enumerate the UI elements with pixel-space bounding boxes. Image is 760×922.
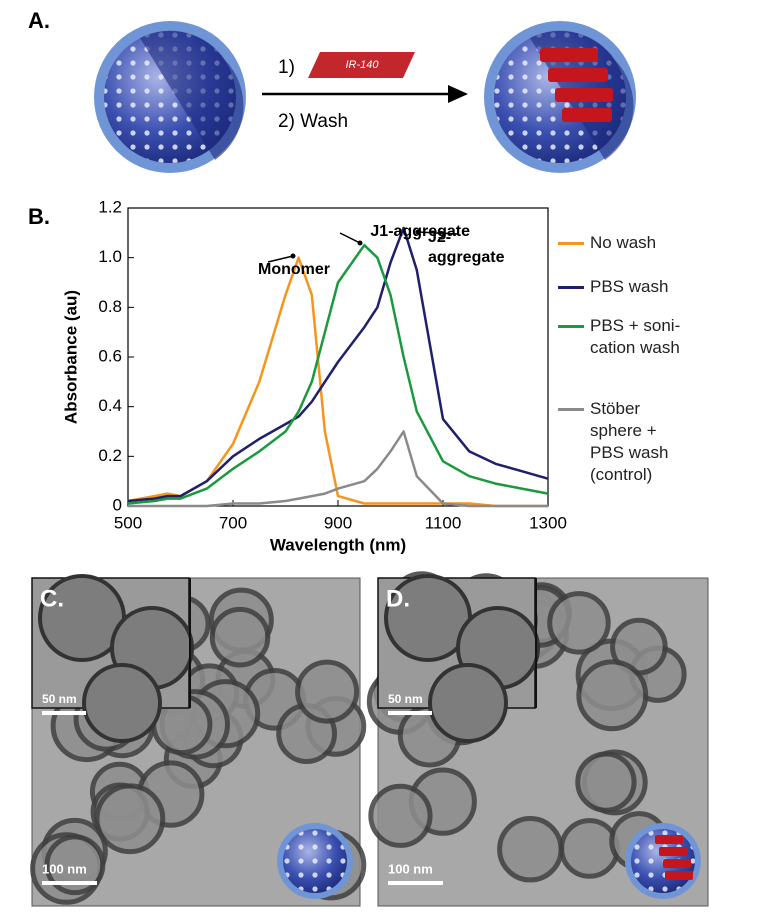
x-tick-label: 900 — [324, 513, 352, 532]
chart: 0 0.2 0.4 0.6 0.8 1.0 1.2 500 700 900 1100 1300 Wave… — [61, 197, 566, 554]
arrow-tip — [290, 253, 296, 259]
x-tick-label: 500 — [114, 513, 142, 532]
panel-label: B. — [28, 204, 50, 229]
particle — [547, 591, 611, 655]
scale-label: 100 nm — [388, 861, 433, 876]
particle — [295, 659, 360, 724]
panel-label: D. — [386, 585, 410, 612]
series-line — [127, 243, 549, 505]
inset-mask — [189, 578, 191, 708]
scale-bar — [388, 881, 443, 885]
particle — [368, 783, 433, 848]
scale-bar — [42, 711, 86, 715]
arrow-tip — [415, 229, 421, 235]
annotation: Monomer — [258, 261, 330, 278]
y-axis-label: Absorbance (au) — [61, 290, 80, 424]
inset-mask — [535, 578, 537, 708]
scale-label: 100 nm — [42, 861, 87, 876]
legend-swatch — [558, 325, 584, 328]
y-tick-label: 1.0 — [98, 247, 122, 266]
series-line — [127, 256, 548, 508]
annotation: J2- — [428, 229, 451, 246]
panel-label: C. — [40, 585, 64, 612]
x-tick-label: 700 — [219, 513, 247, 532]
particle — [209, 606, 271, 668]
annotation-arrow — [417, 231, 459, 235]
legend-entry: PBS + soni- cation wash — [590, 316, 681, 357]
y-tick-label: 1.2 — [98, 197, 122, 216]
scale-bar — [42, 881, 97, 885]
dye-aggregate — [665, 871, 693, 880]
inset-particle — [82, 663, 162, 743]
particle — [497, 816, 564, 883]
scale-bar — [388, 711, 432, 715]
scale-label: 50 nm — [388, 692, 423, 706]
legend-swatch — [558, 242, 584, 245]
step-label: 2) Wash — [278, 111, 348, 132]
legend-entry: PBS wash — [590, 277, 669, 296]
y-tick-label: 0.2 — [98, 446, 122, 465]
particle — [44, 834, 106, 896]
legend-swatch — [558, 286, 584, 289]
y-tick-label: 0.6 — [98, 346, 122, 365]
x-tick-label: 1300 — [529, 513, 567, 532]
sphere-icon-pores — [283, 829, 347, 893]
y-tick-label: 0.4 — [98, 396, 122, 415]
x-tick-label: 1100 — [425, 513, 462, 532]
annotation-arrow — [339, 232, 361, 244]
particle — [559, 818, 620, 879]
panel-label: A. — [28, 8, 50, 33]
dye-label: IR-140 — [345, 59, 379, 71]
legend-entry: Stöber sphere + PBS wash (control) — [590, 399, 669, 484]
particle — [576, 659, 649, 732]
legend-swatch — [558, 408, 584, 411]
particle — [94, 783, 166, 855]
dye-aggregate — [663, 859, 691, 868]
inset-particle — [428, 663, 508, 743]
scale-label: 50 nm — [42, 692, 77, 706]
arrow-head — [448, 85, 468, 103]
sphere-left — [94, 21, 246, 173]
annotation-arrow — [267, 255, 294, 263]
legend-entry: No wash — [590, 233, 657, 252]
dye-aggregate — [659, 847, 687, 856]
dye-aggregate — [655, 835, 683, 844]
dye-icon — [308, 52, 415, 78]
series-line — [128, 430, 548, 508]
y-tick-label: 0 — [113, 495, 122, 514]
y-tick-label: 0.8 — [98, 297, 122, 316]
annotation: aggregate — [428, 249, 505, 266]
series-line — [127, 226, 549, 503]
step-label: 1) — [278, 57, 295, 78]
sphere-right — [484, 21, 636, 173]
micrographs: C. 50 nm 100 nm D. 50 nm 100 nm — [30, 571, 709, 907]
particle — [575, 751, 637, 813]
arrow-tip — [357, 240, 363, 246]
x-axis-label: Wavelength (nm) — [270, 535, 406, 554]
